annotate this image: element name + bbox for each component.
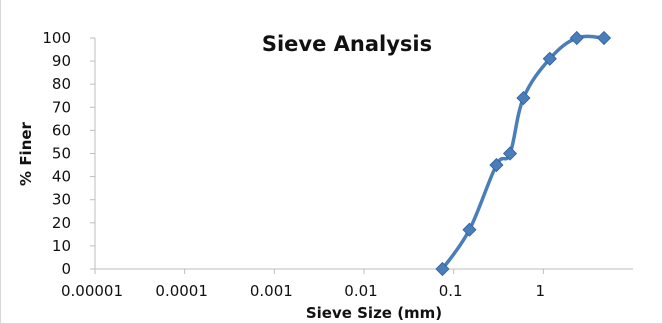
y-tick-label: 90 bbox=[52, 52, 71, 70]
y-tick-label: 0 bbox=[61, 260, 71, 278]
x-ticks: 0.00001 0.0001 0.001 0.01 0.1 1 bbox=[61, 269, 545, 300]
data-point-marker bbox=[542, 51, 557, 66]
series-line bbox=[440, 34, 606, 271]
data-point-marker bbox=[596, 30, 612, 46]
data-point-marker bbox=[435, 261, 450, 277]
y-tick-label: 20 bbox=[52, 214, 71, 232]
y-tick-label: 80 bbox=[52, 75, 71, 93]
x-tick-label: 0.01 bbox=[344, 282, 377, 300]
data-markers bbox=[435, 30, 612, 277]
y-tick-label: 40 bbox=[52, 168, 71, 186]
chart-title: Sieve Analysis bbox=[262, 32, 432, 56]
y-tick-label: 100 bbox=[42, 29, 71, 47]
data-point-marker bbox=[569, 30, 584, 46]
data-point-marker bbox=[462, 222, 477, 237]
data-point-marker bbox=[489, 157, 504, 173]
y-tick-label: 60 bbox=[52, 121, 71, 139]
data-point-marker bbox=[502, 146, 518, 161]
x-tick-label: 0.0001 bbox=[155, 282, 208, 300]
x-tick-label: 0.1 bbox=[439, 282, 463, 300]
y-tick-label: 10 bbox=[52, 237, 71, 255]
y-tick-label: 50 bbox=[52, 145, 71, 163]
x-tick-label: 0.00001 bbox=[61, 282, 123, 300]
x-tick-label: 0.001 bbox=[250, 282, 293, 300]
y-axis-label: % Finer bbox=[17, 121, 35, 185]
x-tick-label: 1 bbox=[536, 282, 546, 300]
y-ticks: 0 10 20 30 40 50 60 70 80 90 100 bbox=[42, 29, 95, 278]
data-point-marker bbox=[516, 90, 531, 106]
y-tick-label: 30 bbox=[52, 191, 71, 209]
y-tick-label: 70 bbox=[52, 98, 71, 116]
x-axis-label: Sieve Size (mm) bbox=[306, 304, 442, 322]
